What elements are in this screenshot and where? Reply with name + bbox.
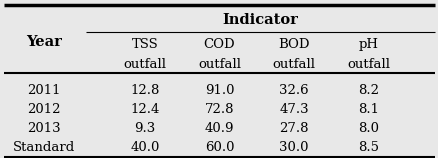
- Text: 47.3: 47.3: [279, 103, 308, 116]
- Text: 8.5: 8.5: [357, 141, 378, 154]
- Text: 2013: 2013: [27, 122, 60, 135]
- Text: COD: COD: [203, 38, 235, 51]
- Text: 2012: 2012: [27, 103, 60, 116]
- Text: 12.8: 12.8: [130, 84, 159, 97]
- Text: 40.0: 40.0: [130, 141, 159, 154]
- Text: pH: pH: [358, 38, 378, 51]
- Text: TSS: TSS: [131, 38, 158, 51]
- Text: 30.0: 30.0: [279, 141, 308, 154]
- Text: Year: Year: [26, 35, 62, 49]
- Text: 9.3: 9.3: [134, 122, 155, 135]
- Text: 72.8: 72.8: [204, 103, 234, 116]
- Text: outfall: outfall: [123, 58, 166, 71]
- Text: Indicator: Indicator: [222, 13, 297, 27]
- Text: 32.6: 32.6: [279, 84, 308, 97]
- Text: outfall: outfall: [272, 58, 315, 71]
- Text: 8.2: 8.2: [357, 84, 378, 97]
- Text: 12.4: 12.4: [130, 103, 159, 116]
- Text: 60.0: 60.0: [204, 141, 234, 154]
- Text: 91.0: 91.0: [204, 84, 234, 97]
- Text: BOD: BOD: [278, 38, 309, 51]
- Text: 8.0: 8.0: [357, 122, 378, 135]
- Text: outfall: outfall: [198, 58, 240, 71]
- Text: 2011: 2011: [27, 84, 60, 97]
- Text: Standard: Standard: [13, 141, 75, 154]
- Text: 27.8: 27.8: [279, 122, 308, 135]
- Text: 40.9: 40.9: [204, 122, 234, 135]
- Text: 8.1: 8.1: [357, 103, 378, 116]
- Text: outfall: outfall: [346, 58, 389, 71]
